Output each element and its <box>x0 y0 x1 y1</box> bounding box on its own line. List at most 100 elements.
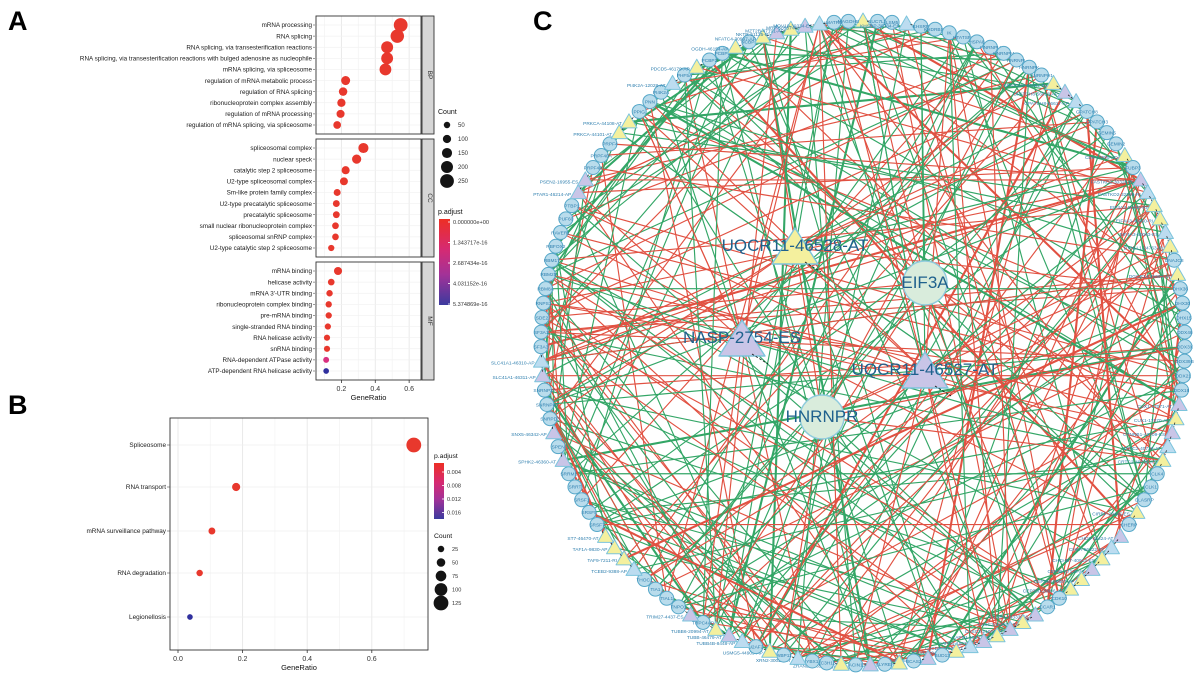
node-label: EIF4A3-50063-ES <box>1120 232 1159 238</box>
network-edge <box>924 282 1036 616</box>
network-edge <box>683 74 717 630</box>
node-label: CLK1 <box>1145 485 1157 491</box>
node-label: MOV10-30334-ES <box>773 23 812 29</box>
network-node: SNRNP40 <box>536 396 558 412</box>
go-term-label: regulation of mRNA processing <box>225 111 312 118</box>
network-node: HNRNPU <box>980 39 1001 55</box>
node-label: FUBP3 <box>1125 165 1141 171</box>
node-label: SLC41A1-46310-AP <box>491 361 534 367</box>
network-edge <box>540 154 1126 362</box>
network-edge <box>794 166 1134 249</box>
network-edge <box>818 22 1185 377</box>
network-edge <box>924 32 950 373</box>
go-dot <box>341 166 350 175</box>
padjust-legend-value: 0.012 <box>447 497 461 503</box>
kegg-dot <box>196 569 203 577</box>
node-label: RBFOX2 <box>546 244 566 250</box>
network-node: LUC7L3 <box>869 13 887 29</box>
pathway-label: RNA transport <box>126 484 166 491</box>
network-edge <box>546 403 635 570</box>
network-edge <box>913 166 1134 662</box>
go-term-label: U2-type spliceosomal complex <box>227 179 313 186</box>
network-node: DHX36 <box>1173 281 1188 297</box>
network-edge <box>783 416 823 656</box>
node-label: HSPA8 <box>969 40 985 46</box>
network-node: HTATSF1 <box>953 29 974 45</box>
node-label: PTBP1 <box>564 203 580 209</box>
kegg-dot <box>232 482 241 492</box>
go-dot <box>327 278 335 286</box>
kegg-dot <box>187 614 193 620</box>
node-label: GEMIN5 <box>1098 130 1117 136</box>
network-edge <box>546 403 646 581</box>
network-node: SRSF5 <box>581 504 597 520</box>
network-node: FUBP3 <box>1125 160 1141 176</box>
hub-node: UQCR11-46527-AT <box>852 351 999 397</box>
node-label: SPEN <box>552 444 566 450</box>
network-edge <box>1058 231 1167 599</box>
node-label: CD6-47685-AD <box>1085 155 1118 161</box>
go-term-label: mRNA 3'-UTR binding <box>250 290 312 297</box>
node-label: CEP350-29607-AP <box>1034 579 1075 585</box>
network-edge <box>741 416 823 643</box>
x-tick-label: 0.4 <box>302 656 312 663</box>
hub-node: EIF3A <box>901 260 949 306</box>
node-label: PRKCA-44108-AT <box>583 121 622 127</box>
node-label: CLK4 <box>1151 472 1163 478</box>
hub-node: HNRNPR <box>786 394 858 440</box>
network-node: BCAS2 <box>906 653 922 669</box>
network-edge <box>542 101 1077 377</box>
x-tick-label: 0.4 <box>370 386 380 393</box>
count-legend-title: Count <box>438 109 457 116</box>
network-node: SRRT <box>567 479 583 495</box>
node-label: RBM25 <box>540 272 556 278</box>
node-label: ST7-46470-AT <box>567 536 598 542</box>
panel-b-label: B <box>8 390 28 420</box>
network-node: CASC3-21055-AT <box>978 613 1032 630</box>
facet-strip-label: BP <box>426 71 433 80</box>
network-node: CHCHD7-40914-ES <box>1052 550 1111 570</box>
network-node: CCAR1-24333-ES <box>989 606 1044 623</box>
network-edge <box>546 166 594 406</box>
network-edge <box>540 247 796 362</box>
network-node: CEP350-29607-AP <box>1034 571 1091 590</box>
node-label: SNRNP40 <box>536 402 558 408</box>
node-label: PPIG <box>633 109 645 115</box>
network-node: GPATCH8 <box>1076 103 1098 119</box>
node-label: ACIN1 <box>849 663 863 669</box>
go-dot <box>381 52 394 65</box>
node-label: CRTC2-40736-AT <box>1123 446 1161 452</box>
network-edge <box>666 23 821 599</box>
kegg-dotplot: Spliceosome RNA transport mRNA surveillanc… <box>0 398 520 676</box>
node-label: EIF4A3-16305-RI <box>1110 205 1147 211</box>
network-edge <box>924 371 998 637</box>
network-node: ZC3H13 <box>818 655 836 671</box>
network-node: PPIG <box>631 103 647 119</box>
network-node: HNRNPM <box>993 45 1014 61</box>
count-legend-value: 150 <box>458 151 469 157</box>
go-term-label: snRNA binding <box>270 346 312 353</box>
panel-a-label: A <box>8 6 28 36</box>
network-node: MATR3 <box>826 14 842 30</box>
network-node: PTBP1 <box>564 198 580 214</box>
hub-node: NASP-2754-ES <box>683 319 801 365</box>
node-label: CIRBP-29445-ES <box>1092 512 1130 518</box>
network-edge <box>969 231 1167 648</box>
network-edge <box>677 486 1152 608</box>
network-edge <box>596 523 929 659</box>
network-edge <box>702 282 926 624</box>
network-edge <box>568 389 1183 475</box>
network-node: PI4K2A-12028-AT <box>627 74 685 90</box>
network-edge <box>794 121 1098 249</box>
network-edge <box>821 245 1171 418</box>
node-label: HNRNPU <box>980 45 1001 51</box>
network-node: PCBP2 <box>702 52 718 68</box>
hub-label: UQCR11-46527-AT <box>852 360 999 379</box>
pathway-label: Spliceosome <box>129 442 166 449</box>
node-label: CAPN1-15032-AT <box>938 641 976 647</box>
go-term-label: RNA-dependent ATPase activity <box>223 357 313 364</box>
go-dot <box>333 121 342 129</box>
padjust-gradient-bar <box>434 463 444 519</box>
ring-nodes-layer: MAP7-49557-RILUC7L3LSM5KHSRP-30334-ESKHS… <box>491 12 1194 673</box>
network-edge <box>741 339 871 666</box>
